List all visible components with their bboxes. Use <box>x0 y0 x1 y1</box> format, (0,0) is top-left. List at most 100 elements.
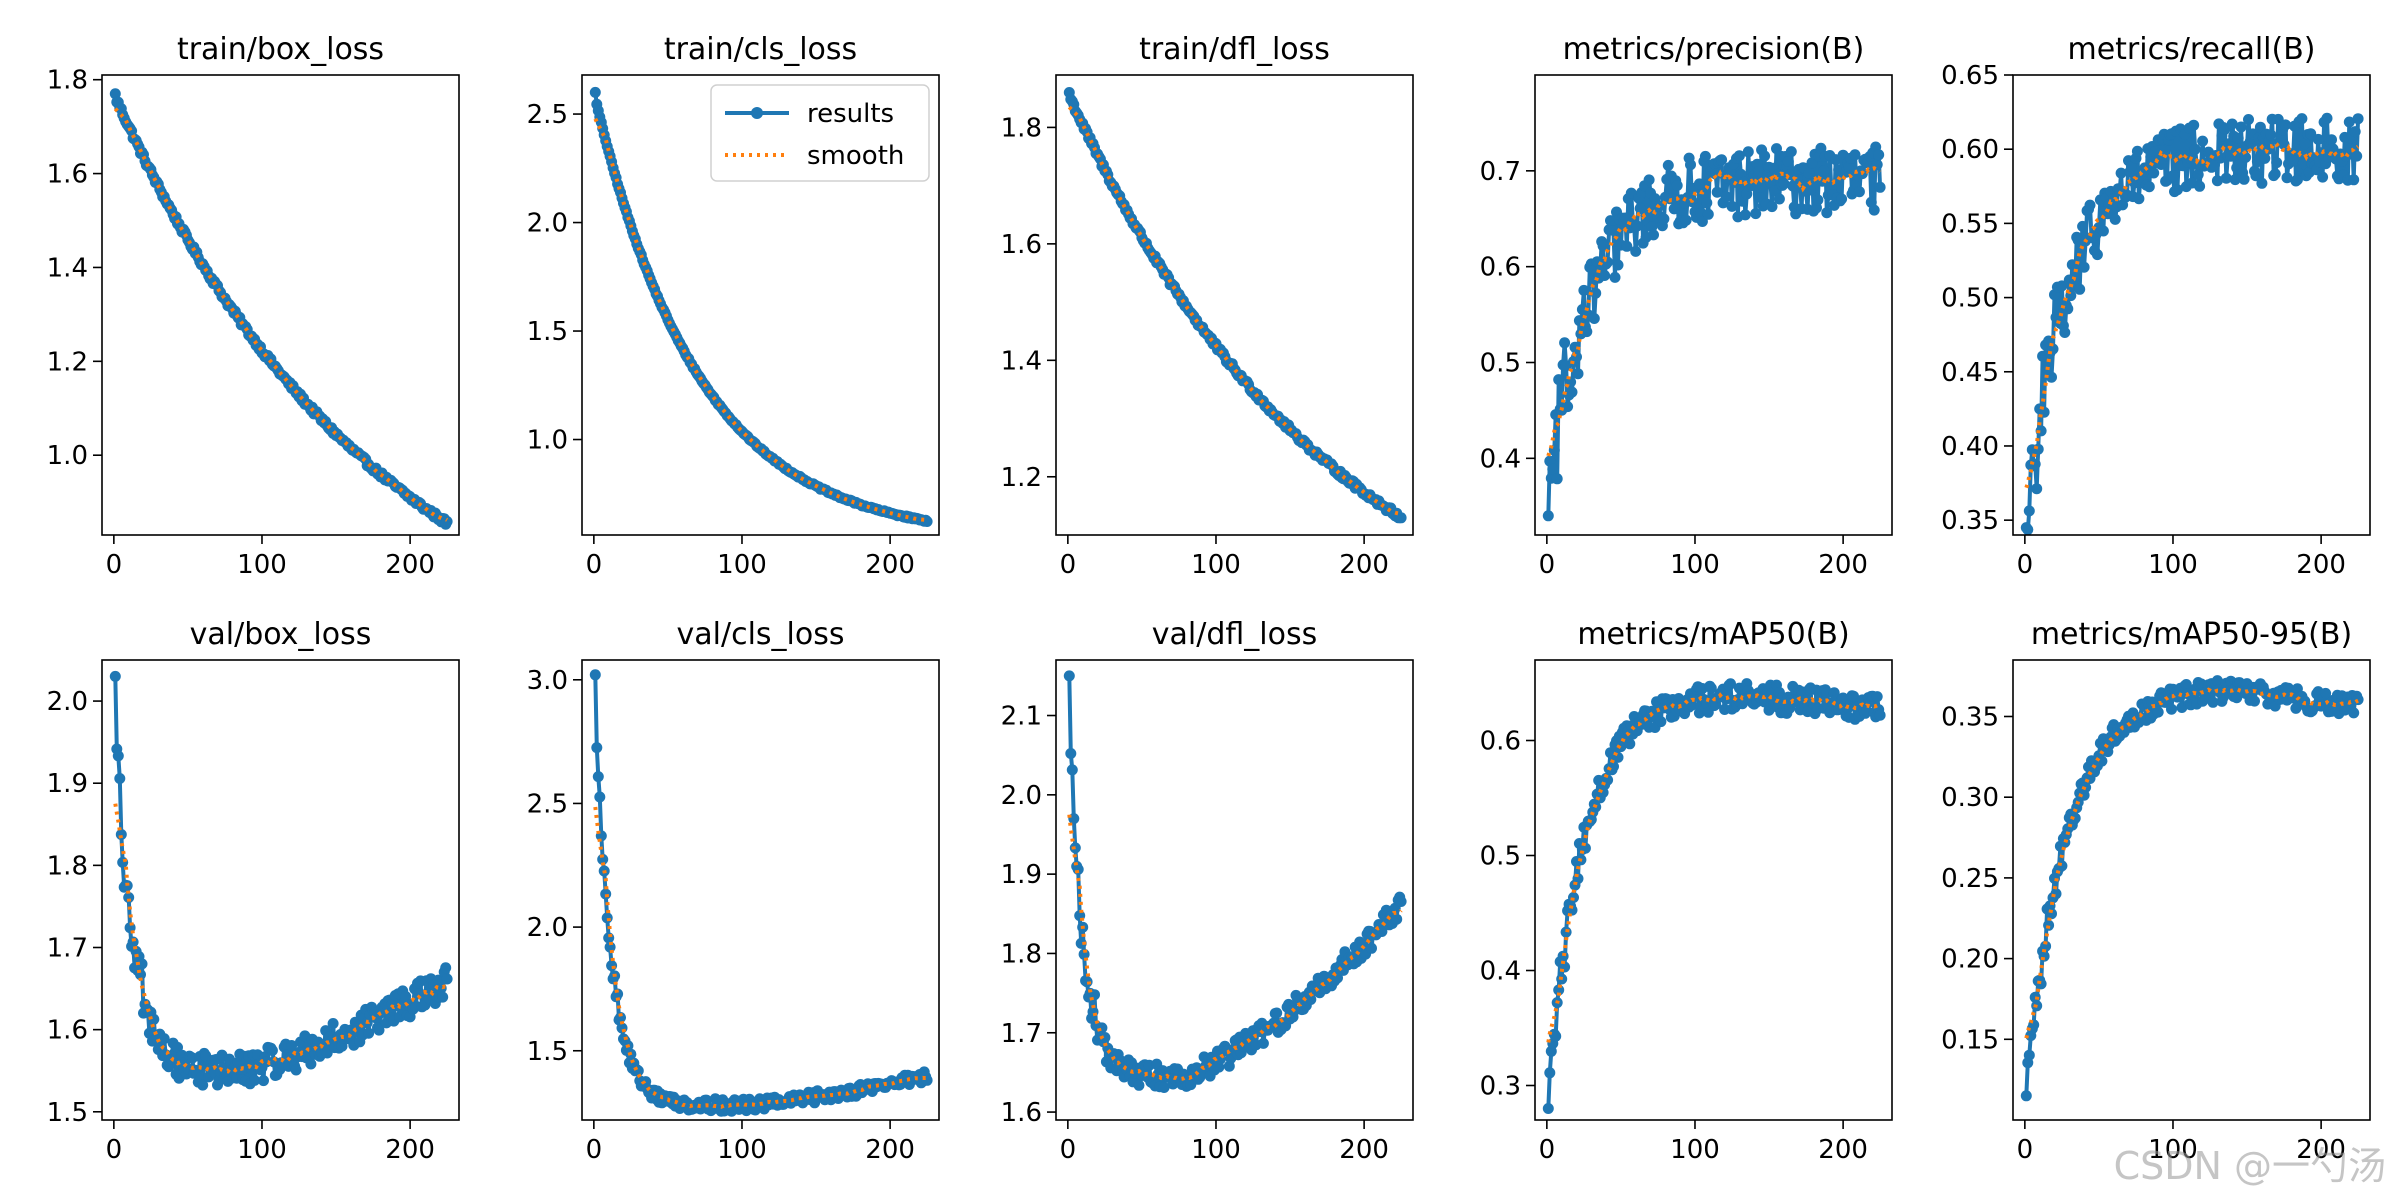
data-point <box>2020 1090 2032 1102</box>
data-point <box>258 1075 269 1087</box>
data-point <box>2243 114 2254 125</box>
data-point <box>1568 892 1579 903</box>
x-tick-label: 100 <box>237 1135 287 1165</box>
smooth-line <box>2024 686 2359 1039</box>
data-point <box>2211 675 2223 687</box>
data-point <box>589 86 601 98</box>
data-point <box>606 960 618 972</box>
data-point <box>109 670 121 682</box>
data-point <box>601 912 613 924</box>
y-tick-label: 1.8 <box>1001 939 1042 969</box>
y-tick-label: 0.5 <box>1480 349 1521 379</box>
y-tick-label: 0.3 <box>1480 1072 1521 1102</box>
y-tick-label: 1.9 <box>1001 860 1042 890</box>
axes-frame <box>1534 74 1893 536</box>
x-tick-label: 0 <box>106 550 123 580</box>
data-point <box>2031 483 2043 495</box>
data-point <box>2022 524 2034 536</box>
data-point <box>1630 245 1642 257</box>
y-tick-label: 0.4 <box>1480 444 1521 474</box>
x-tick-label: 100 <box>1191 1135 1241 1165</box>
y-tick-label: 0.7 <box>1480 157 1521 187</box>
data-point <box>2148 167 2160 179</box>
x-tick-label: 0 <box>106 1135 123 1165</box>
x-tick-label: 100 <box>2148 1135 2198 1165</box>
y-tick-label: 0.50 <box>1941 284 1999 314</box>
data-point <box>2211 175 2223 187</box>
data-point <box>1726 200 1738 212</box>
x-tick-label: 100 <box>717 550 767 580</box>
smooth-line <box>1546 166 1882 457</box>
y-tick-label: 0.25 <box>1941 864 1999 894</box>
data-point <box>2192 169 2204 181</box>
data-point <box>1837 692 1849 704</box>
data-point <box>1063 670 1075 682</box>
watermark: CSDN @一勺汤 <box>2113 1144 2386 1188</box>
data-point <box>1733 150 1745 162</box>
data-point <box>1065 748 1077 759</box>
data-point <box>1542 1103 1554 1114</box>
axes-frame <box>581 659 940 1121</box>
smooth-line <box>113 803 449 1074</box>
smooth-line <box>113 107 449 522</box>
data-point <box>1357 938 1369 950</box>
data-point <box>441 973 453 985</box>
data-point <box>290 1064 302 1076</box>
data-point <box>1099 1032 1111 1043</box>
data-point <box>2115 167 2127 179</box>
data-point <box>2305 128 2317 140</box>
data-point <box>2056 860 2068 872</box>
data-point <box>2189 143 2201 155</box>
data-point <box>115 829 127 840</box>
data-point <box>1671 180 1683 191</box>
data-point <box>197 1079 209 1091</box>
data-point <box>2348 174 2360 186</box>
results-line <box>2024 678 2360 1096</box>
data-point <box>2226 118 2238 130</box>
data-point <box>2046 371 2057 383</box>
data-point <box>2035 978 2047 990</box>
data-point <box>2320 687 2332 699</box>
data-point <box>363 1027 375 1039</box>
data-point <box>2166 703 2177 715</box>
data-point <box>1720 191 1732 203</box>
data-point <box>2220 172 2232 184</box>
data-point <box>1550 1030 1562 1042</box>
data-point <box>327 1018 339 1029</box>
data-point <box>1766 201 1778 213</box>
legend: results smooth <box>710 84 930 182</box>
y-tick-label: 2.5 <box>527 789 568 819</box>
data-point <box>1072 863 1084 875</box>
results-markers <box>589 86 933 527</box>
data-point <box>1559 337 1571 349</box>
smooth-line <box>1546 692 1882 1043</box>
data-point <box>603 932 615 944</box>
results-markers <box>1542 141 1886 522</box>
y-tick-label: 2.1 <box>1001 702 1042 732</box>
data-point <box>1742 146 1754 158</box>
data-point <box>1668 203 1680 215</box>
data-point <box>1608 225 1619 236</box>
data-point <box>2207 696 2219 708</box>
data-point <box>1553 374 1565 386</box>
data-point <box>1562 401 1574 413</box>
data-point <box>1778 178 1790 190</box>
data-point <box>1705 682 1717 694</box>
data-point <box>2343 116 2355 128</box>
data-point <box>2077 220 2089 232</box>
x-tick-label: 0 <box>1539 550 1556 580</box>
y-tick-label: 1.7 <box>1001 1019 1042 1049</box>
x-tick-label: 200 <box>1818 550 1868 580</box>
data-point <box>1569 341 1581 353</box>
x-tick-label: 0 <box>1539 1135 1556 1165</box>
data-point <box>1648 229 1659 241</box>
data-point <box>589 669 601 681</box>
data-point <box>1868 204 1880 216</box>
data-point <box>1773 193 1785 205</box>
data-point <box>1609 271 1621 283</box>
data-point <box>2109 213 2121 225</box>
data-point <box>1557 950 1569 962</box>
data-point <box>127 936 139 948</box>
x-tick-label: 200 <box>2296 550 2346 580</box>
